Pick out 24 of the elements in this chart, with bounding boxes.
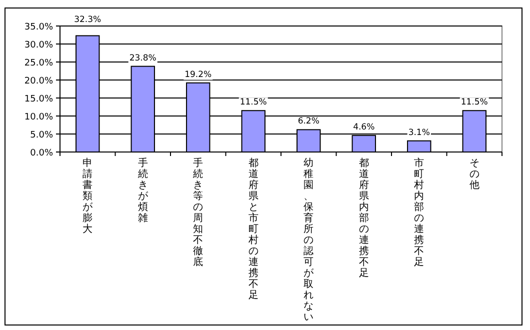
category-label: 手続きが煩雑 — [138, 158, 148, 224]
data-label: 3.1% — [408, 128, 430, 138]
y-tick-label: 35.0% — [24, 22, 54, 32]
category-label: 市町村内部の連携不足 — [414, 158, 424, 268]
y-tick-label: 5.0% — [30, 130, 54, 140]
category-label: 申請書類が膨大 — [82, 158, 93, 235]
data-label: 11.5% — [460, 98, 488, 108]
data-label: 11.5% — [240, 98, 267, 108]
y-tick-label: 15.0% — [24, 94, 54, 104]
y-tick-label: 10.0% — [24, 112, 54, 122]
y-tick-label: 30.0% — [24, 40, 54, 50]
y-tick-label: 0.0% — [30, 148, 54, 158]
category-label: その他 — [469, 158, 480, 191]
y-tick-label: 25.0% — [24, 58, 54, 68]
category-label: 手続き等の周知不徹底 — [193, 158, 204, 268]
category-label: 幼稚園、保育所の認可が取れない — [304, 158, 314, 323]
data-label: 19.2% — [184, 70, 212, 80]
data-label: 6.2% — [298, 116, 320, 127]
category-label: 都道府県内部の連携不足 — [358, 158, 369, 279]
data-label: 4.6% — [353, 122, 375, 132]
category-label: 都道府県と市町村の連携不足 — [248, 158, 258, 301]
data-label: 32.3% — [74, 15, 102, 25]
data-label: 23.8% — [129, 53, 156, 64]
y-tick-label: 20.0% — [24, 76, 54, 86]
